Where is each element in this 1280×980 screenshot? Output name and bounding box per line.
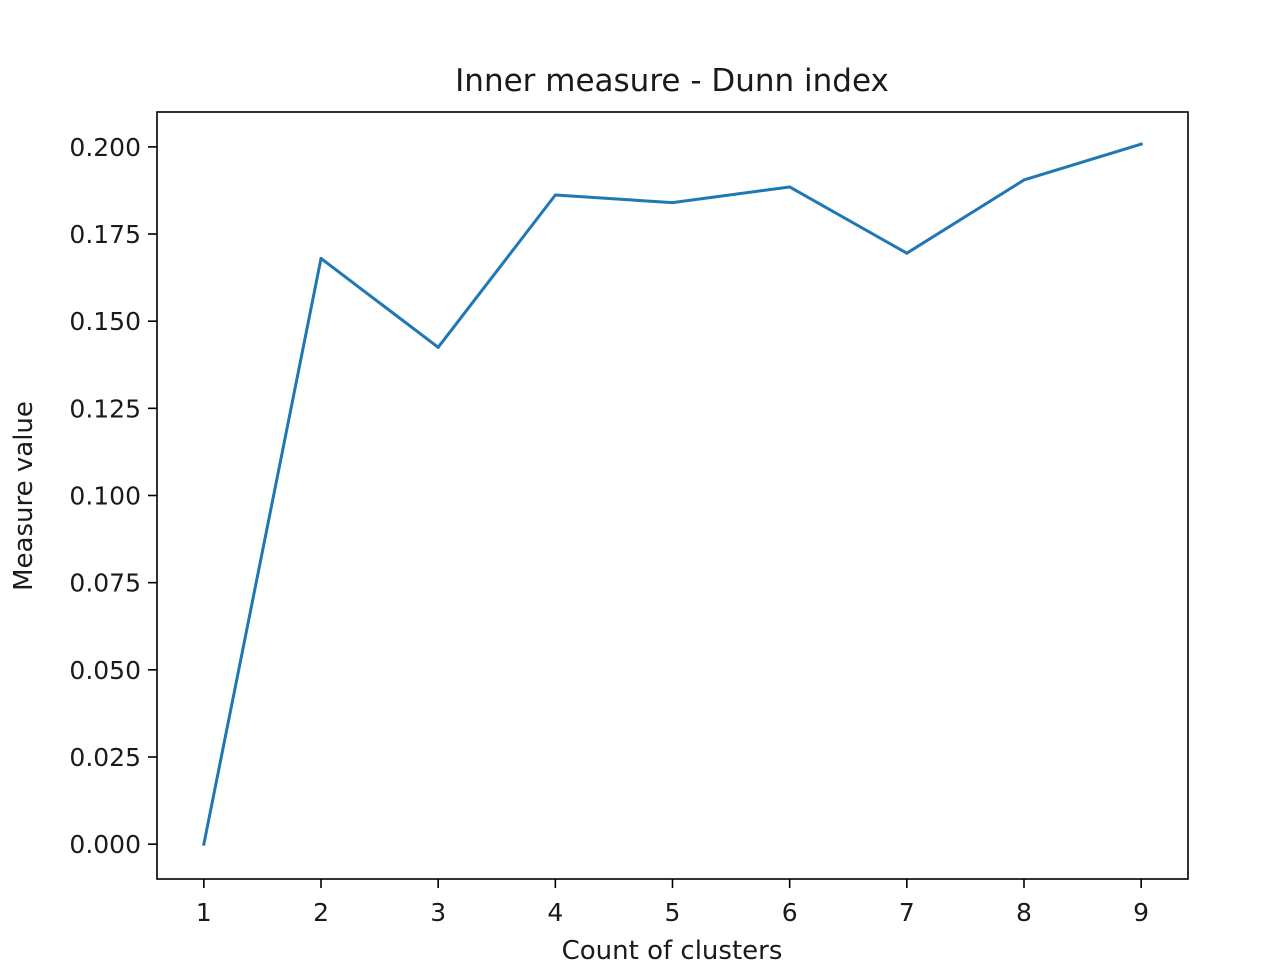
x-tick-label: 2 [313,898,329,927]
plot-area-frame [156,111,1189,880]
y-tick-label: 0.150 [69,307,141,336]
series-layer [202,142,1144,846]
x-axis: 1 2 3 4 5 6 7 8 9 [196,879,1149,927]
data-point [1139,142,1143,146]
data-point [553,193,557,197]
y-tick-label: 0.200 [69,133,141,162]
y-tick-label: 0.025 [69,743,141,772]
data-point [202,842,206,846]
y-tick-label: 0.100 [69,482,141,511]
y-axis-label: Measure value [9,401,39,591]
y-tick-label: 0.000 [69,830,141,859]
y-tick-label: 0.050 [69,656,141,685]
x-tick-label: 8 [1016,898,1032,927]
x-axis-label: Count of clusters [562,936,783,966]
x-tick-label: 1 [196,898,212,927]
y-tick-label: 0.075 [69,569,141,598]
data-point [319,256,323,260]
data-point [1022,178,1026,182]
data-point [905,251,909,255]
y-axis: 0.000 0.025 0.050 0.075 0.100 0.125 0.150 0.175… [69,133,157,859]
x-tick-label: 5 [665,898,681,927]
chart-title: Inner measure - Dunn index [455,63,889,99]
x-tick-label: 4 [547,898,563,927]
data-point [671,201,674,205]
data-point [788,185,792,189]
x-tick-label: 7 [899,898,915,927]
x-tick-label: 9 [1133,898,1149,927]
x-tick-label: 6 [782,898,798,927]
x-tick-label: 3 [430,898,446,927]
y-tick-label: 0.175 [69,220,141,249]
data-point [436,345,440,349]
y-tick-label: 0.125 [69,394,141,423]
